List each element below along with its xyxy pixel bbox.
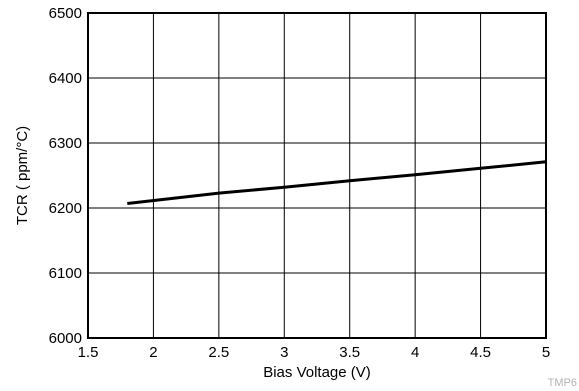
- y-axis-title: TCR ( ppm/°C): [14, 126, 31, 225]
- y-tick-label: 6500: [49, 5, 82, 22]
- x-axis-title: Bias Voltage (V): [263, 364, 371, 381]
- plot-frame: [87, 12, 547, 339]
- y-tick-label: 6100: [49, 265, 82, 282]
- y-tick-label: 6200: [49, 200, 82, 217]
- x-tick-label: 4: [411, 344, 419, 361]
- x-tick-labels: 1.5 2 2.5 3 3.5 4 4.5 5: [78, 344, 551, 361]
- x-tick-label: 3.5: [339, 344, 360, 361]
- series-layer: [127, 160, 547, 205]
- x-tick-label: 4.5: [470, 344, 491, 361]
- y-tick-label: 6400: [49, 70, 82, 87]
- x-tick-label: 2.5: [208, 344, 229, 361]
- series-line: [127, 160, 547, 205]
- grid-lines: [88, 13, 546, 338]
- x-tick-label: 2: [149, 344, 157, 361]
- y-tick-label: 6300: [49, 135, 82, 152]
- figure-code: TMP6: [548, 377, 577, 389]
- y-tick-label: 6000: [49, 330, 82, 347]
- x-tick-label: 5: [542, 344, 550, 361]
- y-tick-labels: 6000 6100 6200 6300 6400 6500: [49, 5, 82, 347]
- x-tick-label: 3: [280, 344, 288, 361]
- x-tick-label: 1.5: [78, 344, 99, 361]
